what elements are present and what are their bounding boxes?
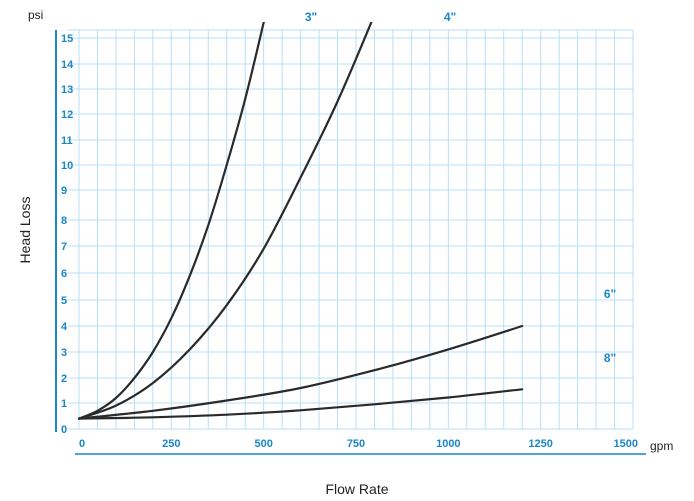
series-line — [77, 22, 373, 420]
x-axis-title: Flow Rate — [325, 481, 388, 497]
y-tick-label: 15 — [61, 33, 73, 45]
series-label: 8" — [604, 351, 616, 365]
grid — [68, 29, 634, 430]
series-line — [77, 388, 524, 420]
y-tick-label: 1 — [61, 398, 67, 410]
x-tick-label: 1000 — [436, 438, 460, 450]
y-tick-label: 12 — [61, 109, 73, 121]
y-tick-label: 0 — [61, 424, 67, 436]
x-tick-label: 500 — [254, 438, 272, 450]
y-tick-label: 10 — [61, 160, 73, 172]
y-tick-label: 13 — [61, 84, 73, 96]
x-tick-label: 250 — [162, 438, 180, 450]
x-tick-label: 0 — [79, 438, 85, 450]
y-tick-label: 8 — [61, 215, 67, 227]
y-tick-label: 14 — [61, 59, 74, 71]
series-label: 6" — [604, 287, 616, 301]
x-tick-label: 750 — [347, 438, 365, 450]
y-tick-label: 4 — [61, 321, 68, 333]
y-axis-title: Head Loss — [17, 197, 33, 264]
y-tick-label: 2 — [61, 373, 67, 385]
y-tick-label: 5 — [61, 295, 67, 307]
y-tick-label: 7 — [61, 241, 67, 253]
series-line — [77, 22, 265, 420]
y-unit-label: psi — [28, 8, 43, 22]
x-unit-label: gpm — [650, 439, 673, 453]
y-tick-label: 9 — [61, 185, 67, 197]
curves — [77, 22, 524, 420]
series-label: 4" — [444, 10, 456, 24]
series-label: 3" — [305, 10, 317, 24]
x-tick-label: 1250 — [528, 438, 552, 450]
y-tick-label: 3 — [61, 347, 67, 359]
x-tick-label: 1500 — [614, 438, 638, 450]
y-tick-label: 11 — [61, 135, 73, 147]
series-line — [77, 324, 524, 420]
y-tick-label: 6 — [61, 268, 67, 280]
axes — [55, 30, 646, 455]
